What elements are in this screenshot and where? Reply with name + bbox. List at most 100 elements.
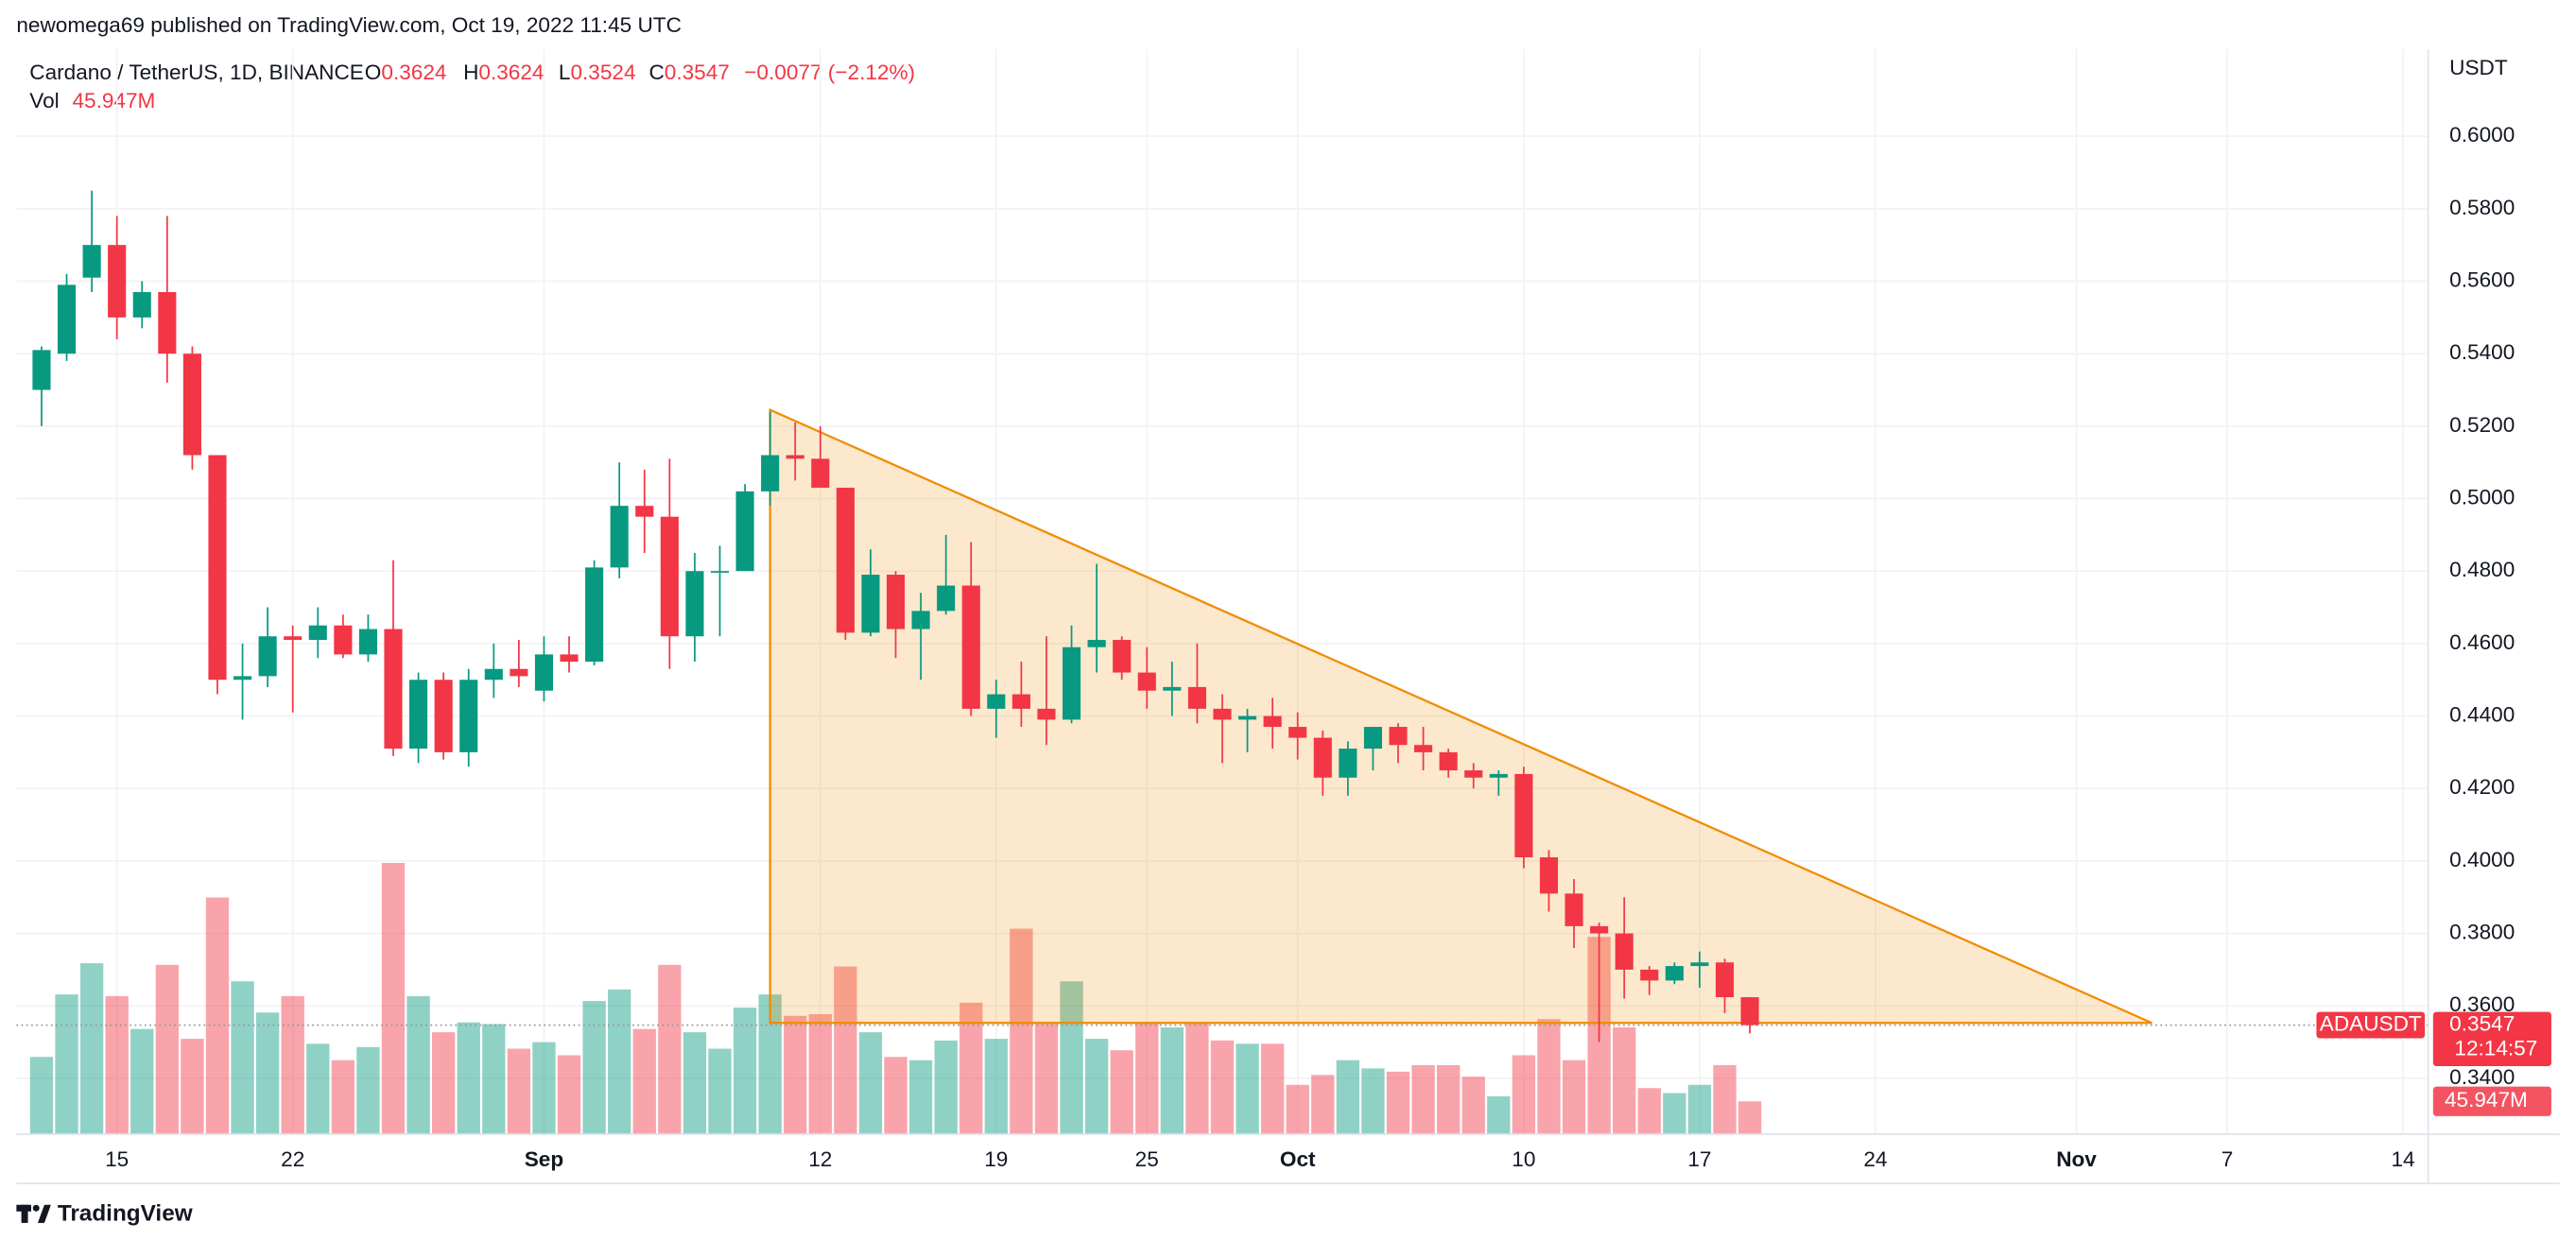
candle-body	[1590, 925, 1609, 934]
volume-bar	[281, 995, 304, 1134]
candle-body	[1011, 694, 1030, 709]
candle-body	[1539, 857, 1559, 894]
candle-body	[685, 571, 704, 637]
volume-bar	[331, 1060, 355, 1134]
candle-body	[1087, 640, 1106, 647]
volume-bar	[582, 1001, 606, 1134]
volume-bar	[1034, 1024, 1059, 1134]
volume-badge	[2432, 1086, 2551, 1116]
close-value: 0.3547	[665, 60, 730, 84]
volume-bar	[1160, 1026, 1184, 1134]
volume-bar	[557, 1055, 581, 1134]
volume-bar	[1185, 1022, 1209, 1134]
volume-bar	[984, 1039, 1008, 1134]
volume-bar	[1637, 1088, 1661, 1134]
volume-bar	[1286, 1084, 1309, 1134]
candle-body	[384, 629, 403, 750]
open-value: 0.3624	[381, 60, 446, 84]
volume-bar	[1361, 1068, 1385, 1134]
candle-body	[132, 292, 151, 318]
volume-bar	[683, 1032, 707, 1134]
volume-bar	[507, 1048, 531, 1134]
candle-body	[434, 680, 453, 752]
volume-bar	[1336, 1060, 1360, 1134]
volume-bar	[1436, 1064, 1461, 1134]
candle-body	[1037, 708, 1056, 720]
candle-body	[1363, 727, 1382, 750]
x-tick-label: 10	[1512, 1147, 1535, 1171]
candle-body	[1640, 969, 1659, 981]
volume-bar	[1010, 928, 1033, 1134]
volume-bar	[708, 1048, 732, 1134]
candle-body	[57, 284, 77, 354]
volume-badge-label: 45.947M	[2445, 1088, 2528, 1112]
triangle-drawing	[769, 407, 2152, 1025]
candle-body	[1464, 770, 1483, 778]
volume-bar	[1487, 1095, 1511, 1134]
volume-bar	[1411, 1064, 1435, 1134]
candle-body	[660, 516, 679, 637]
y-tick-label: 0.3400	[2449, 1065, 2515, 1089]
y-tick-label: 0.5400	[2449, 340, 2515, 364]
volume-bar	[482, 1024, 506, 1134]
volume-bar	[658, 964, 682, 1134]
candle-body	[1238, 715, 1257, 720]
candle-body	[208, 455, 227, 681]
candle-body	[811, 458, 830, 489]
volume-bar	[1060, 981, 1083, 1134]
low-value: 0.3524	[570, 60, 635, 84]
volume-bar	[1537, 1019, 1561, 1134]
symbol-header: Cardano / TetherUS, 1D, BINANCE O0.3624 …	[29, 60, 915, 84]
volume-bar	[784, 1015, 807, 1134]
volume-bar	[1663, 1093, 1686, 1134]
x-tick-label: 19	[984, 1147, 1008, 1171]
candle-body	[284, 636, 303, 641]
candle-body	[1740, 997, 1759, 1026]
price-label: 0.3547	[2449, 1012, 2515, 1036]
volume-header: Vol 45.947M	[29, 89, 155, 112]
x-tick-label: Sep	[525, 1147, 563, 1171]
volume-bar	[55, 994, 78, 1134]
volume-value: 45.947M	[72, 89, 155, 112]
volume-bar	[934, 1040, 958, 1134]
candle-body	[1163, 686, 1182, 691]
y-tick-label: 0.4800	[2449, 558, 2515, 581]
candle-body	[1715, 962, 1735, 998]
volume-bar	[79, 963, 104, 1134]
volume-bar	[1110, 1050, 1133, 1134]
x-tick-label: 7	[2222, 1147, 2234, 1171]
candle-body	[233, 676, 252, 681]
y-tick-label: 0.4600	[2449, 630, 2515, 654]
volume-bar	[306, 1043, 330, 1134]
x-tick-label: 12	[808, 1147, 832, 1171]
volume-bar	[1135, 1022, 1159, 1134]
volume-bar	[1713, 1064, 1737, 1134]
candle-body	[836, 488, 855, 633]
volume-bar	[1311, 1075, 1335, 1134]
brand-logo	[16, 1204, 51, 1223]
volume-bar	[231, 981, 254, 1134]
ohlc-label: O	[365, 60, 382, 84]
candle-body	[761, 455, 780, 491]
candle-body	[182, 353, 201, 456]
x-tick-label: Oct	[1280, 1147, 1316, 1171]
volume-bar	[858, 1032, 883, 1134]
volume-bar	[1613, 1026, 1636, 1134]
candle-body	[735, 491, 754, 572]
x-tick-label: 17	[1687, 1147, 1711, 1171]
candle-body	[1313, 737, 1332, 778]
brand: TradingView	[58, 1201, 193, 1227]
y-tick-label: 0.6000	[2449, 123, 2515, 147]
volume-bar	[733, 1008, 757, 1134]
volume-bar	[205, 897, 230, 1134]
x-tick-label: 22	[281, 1147, 304, 1171]
x-tick-label: 25	[1135, 1147, 1159, 1171]
y-tick-label: 0.5200	[2449, 413, 2515, 437]
volume-bar	[457, 1022, 480, 1134]
candle-body	[459, 680, 478, 752]
y-tick-label: 0.3800	[2449, 921, 2515, 944]
y-tick-label: 0.4400	[2449, 703, 2515, 727]
candle-body	[358, 629, 377, 655]
candle-body	[1565, 893, 1583, 926]
candle-body	[861, 575, 880, 633]
